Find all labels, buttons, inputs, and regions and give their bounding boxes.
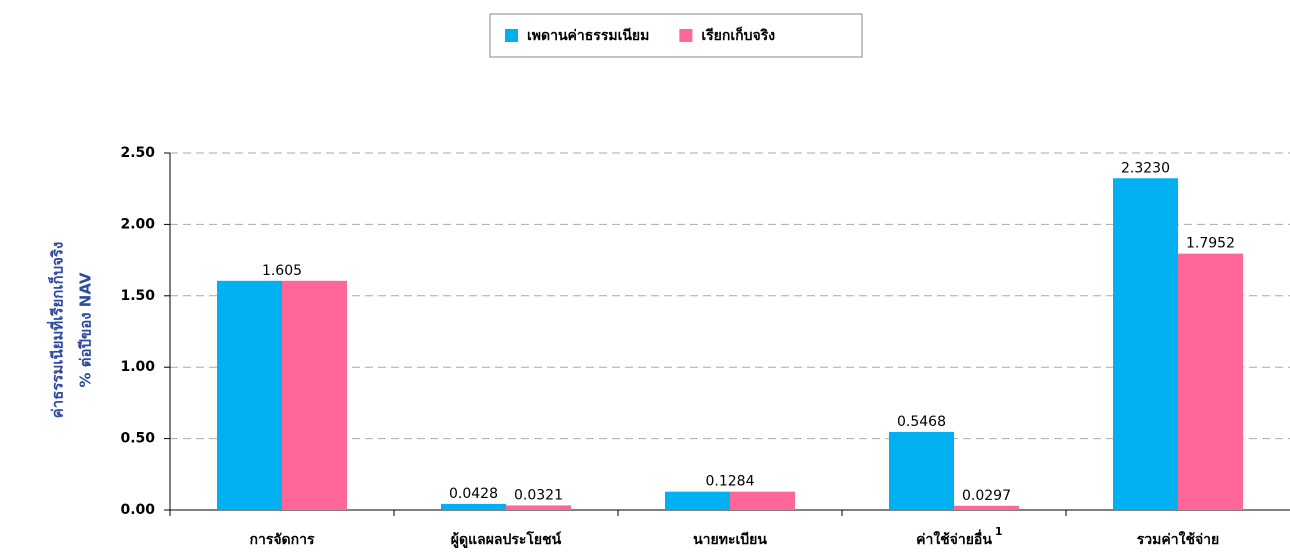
legend-box <box>489 13 863 58</box>
bar <box>1178 253 1243 510</box>
y-axis-title: % ต่อปีของ NAV <box>77 272 95 387</box>
bar <box>665 491 730 510</box>
y-tick-label: 0.50 <box>120 431 155 447</box>
data-label: 1.7952 <box>1186 236 1235 252</box>
y-axis-title: ค่าธรรมเนียมที่เรียกเก็บจริง <box>47 242 67 419</box>
legend-swatch <box>505 29 518 42</box>
bar <box>730 491 795 510</box>
data-label: 2.3230 <box>1121 160 1170 176</box>
x-tick-label: การจัดการ <box>249 532 314 548</box>
x-tick-label: นายทะเบียน <box>693 532 767 548</box>
x-tick-label: ค่าใช้จ่ายอื่น <box>916 529 992 548</box>
data-label: 0.5468 <box>897 414 946 430</box>
x-tick-superscript: 1 <box>995 525 1003 538</box>
data-label: 0.0321 <box>514 487 563 503</box>
y-tick-label: 2.00 <box>120 216 155 232</box>
data-label: 0.0428 <box>449 486 498 502</box>
legend-swatch <box>679 29 693 42</box>
bar <box>506 505 571 510</box>
bar <box>1113 178 1178 510</box>
bar <box>889 431 954 510</box>
y-tick-label: 1.00 <box>120 359 155 375</box>
y-tick-label: 1.50 <box>120 288 155 304</box>
y-tick-label: 0.00 <box>120 502 155 518</box>
bar <box>441 503 506 510</box>
bar <box>282 280 347 510</box>
legend-label: เรียกเก็บจริง <box>701 26 775 44</box>
data-label: 0.0297 <box>962 488 1011 504</box>
legend-label: เพดานค่าธรรมเนียม <box>527 28 649 44</box>
bar <box>954 505 1019 510</box>
bar <box>217 280 282 510</box>
x-tick-label: ผู้ดูแลผลประโยชน์ <box>451 530 562 548</box>
y-tick-label: 2.50 <box>120 145 155 161</box>
data-label: 0.1284 <box>706 474 755 490</box>
data-label: 1.605 <box>262 263 302 279</box>
x-tick-label: รวมค่าใช้จ่าย <box>1137 530 1219 548</box>
